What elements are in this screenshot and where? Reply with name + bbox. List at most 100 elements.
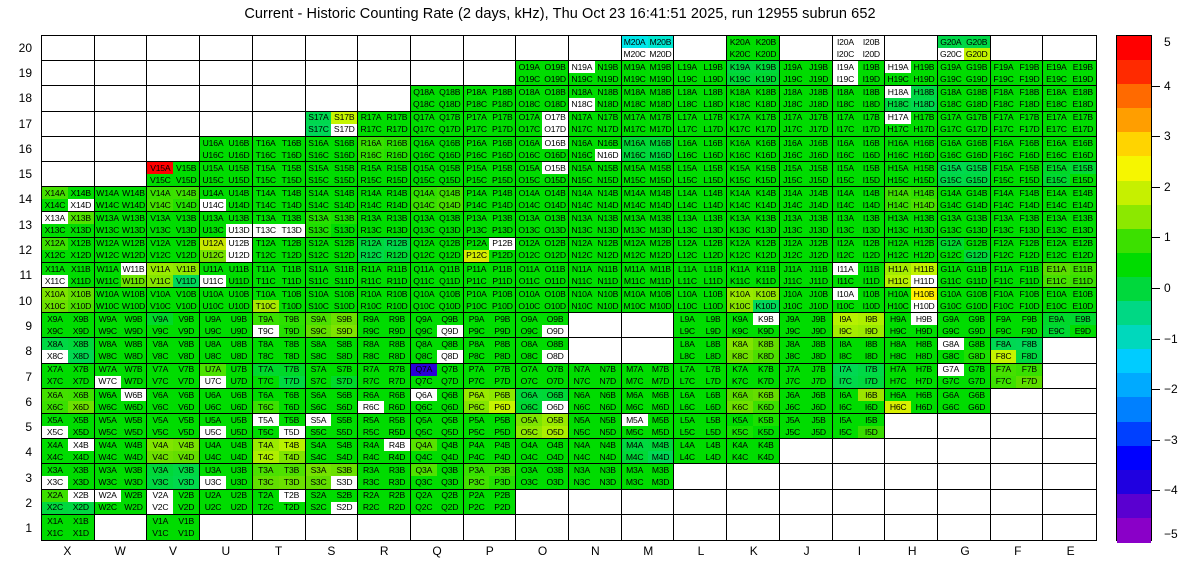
channel-cell: K6B [752,388,779,401]
channel-cell: T6A [252,388,279,401]
heatmap-cell: V11A V11B V11C V11D [147,262,201,288]
channel-cell: W5B [120,414,147,427]
heatmap-cell [937,414,991,440]
channel-cell: V4A [147,439,174,452]
channel-cell: F15C [990,174,1017,187]
channel-cell: Q6D [436,400,463,413]
channel-cell: R14B [384,187,410,200]
channel-cell: I20A [832,36,859,49]
channel-cell: K7D [752,375,779,388]
channel-cell: M6A [621,388,648,401]
channel-cell: L12A [674,237,701,250]
channel-cell: V5A [147,414,174,427]
channel-cell: N19A [569,61,595,74]
channel-cell: L8A [674,338,701,351]
heatmap-cell [569,514,622,540]
channel-cell: R4A [358,439,385,452]
channel-cell: O14C [516,199,543,212]
channel-cell: L13B [700,212,727,225]
channel-cell: X5D [67,426,94,439]
channel-cell: F9D [1016,325,1043,338]
channel-cell: Q11D [436,274,463,287]
channel-cell: L6B [700,388,727,401]
channel-cell: X9D [67,325,94,338]
channel-cell: K15B [752,162,779,175]
channel-cell: M17B [647,111,674,124]
channel-cell: G10D [963,300,990,313]
channel-cell: L12D [700,249,727,262]
channel-cell: P15C [463,174,490,187]
heatmap-cell: X11A X11B X11C X11D [42,262,95,288]
heatmap-cell: E13A E13B E13C E13D [1043,212,1096,238]
heatmap-cell [200,86,253,112]
channel-cell: S14C [305,199,332,212]
channel-cell: X13B [67,212,94,225]
x-axis-label: V [168,544,177,558]
heatmap-cell: Q12A Q12B Q12C Q12D [410,237,464,263]
colorbar-tick [1152,136,1160,138]
heatmap-cell: X10A X10B X10C X10D [42,288,95,314]
channel-cell: K13A [727,212,753,225]
channel-cell: V12D [173,249,200,262]
heatmap-cell: M11A M11B M11C M11D [621,262,675,288]
channel-cell: T10D [278,300,305,313]
channel-cell: H16B [911,136,937,149]
heatmap-cell: R8A R8B R8C R8D [358,338,411,364]
channel-cell: K12A [727,237,753,250]
colorbar-segment [1117,204,1151,230]
channel-cell: O17B [542,111,568,124]
channel-cell: Q3D [436,476,463,489]
channel-cell: M15C [621,174,648,187]
channel-cell: R16B [384,136,410,149]
channel-cell: L7C [674,375,701,388]
channel-cell: N12D [594,249,621,262]
heatmap-cell: W3A W3B W3C W3D [94,464,148,490]
channel-cell: G7D [963,375,990,388]
channel-cell: J11A [779,262,806,275]
heatmap-cell: R5A R5B R5C R5D [358,414,411,440]
channel-cell: U4A [200,439,226,452]
channel-cell: F7B [1016,363,1043,376]
heatmap-cell: O3A O3B O3C O3D [516,464,569,490]
channel-cell: M19D [647,73,674,86]
channel-cell: Q4C [410,451,437,464]
heatmap-cell: I7A I7B I7C I7D [832,363,886,389]
colorbar-tick [1152,186,1160,188]
channel-cell: P15B [489,162,516,175]
channel-cell: S17D [331,123,358,136]
channel-cell: R5A [358,414,385,427]
channel-cell: Q7D [436,375,463,388]
channel-cell: L7A [674,363,701,376]
heatmap-cell [358,36,411,62]
channel-cell: K16B [752,136,779,149]
channel-cell: L17B [700,111,727,124]
colorbar-tick-label: 1 [1164,230,1171,245]
channel-cell: E11C [1043,274,1070,287]
channel-cell: U12B [225,237,252,250]
channel-cell: X7C [42,375,68,388]
channel-cell: F11B [1016,262,1043,275]
channel-cell: Q16A [410,136,437,149]
channel-cell: T3A [252,464,279,477]
channel-cell: G9D [963,325,990,338]
channel-cell: R15D [384,174,410,187]
channel-cell: N4D [594,451,621,464]
channel-cell: J18B [805,86,832,99]
heatmap-cell [252,111,306,137]
heatmap-cell: E18A E18B E18C E18D [1043,86,1096,112]
heatmap-cell [94,61,148,87]
channel-cell: Q18B [436,86,463,99]
channel-cell: M7D [647,375,674,388]
heatmap-cell: W13A W13B W13C W13D [94,212,148,238]
channel-cell: J8B [805,338,832,351]
heatmap-cell: I16A I16B I16C I16D [832,136,886,162]
heatmap-cell: P17A P17B P17C P17D [463,111,517,137]
channel-cell: K5C [727,426,753,439]
channel-cell: L6D [700,400,727,413]
heatmap-cell: S6A S6B S6C S6D [305,388,359,414]
channel-cell: T2C [252,501,279,514]
heatmap-cell [306,514,359,540]
channel-cell: N15B [594,162,621,175]
channel-cell: N10B [594,288,621,301]
channel-cell: K15D [752,174,779,187]
